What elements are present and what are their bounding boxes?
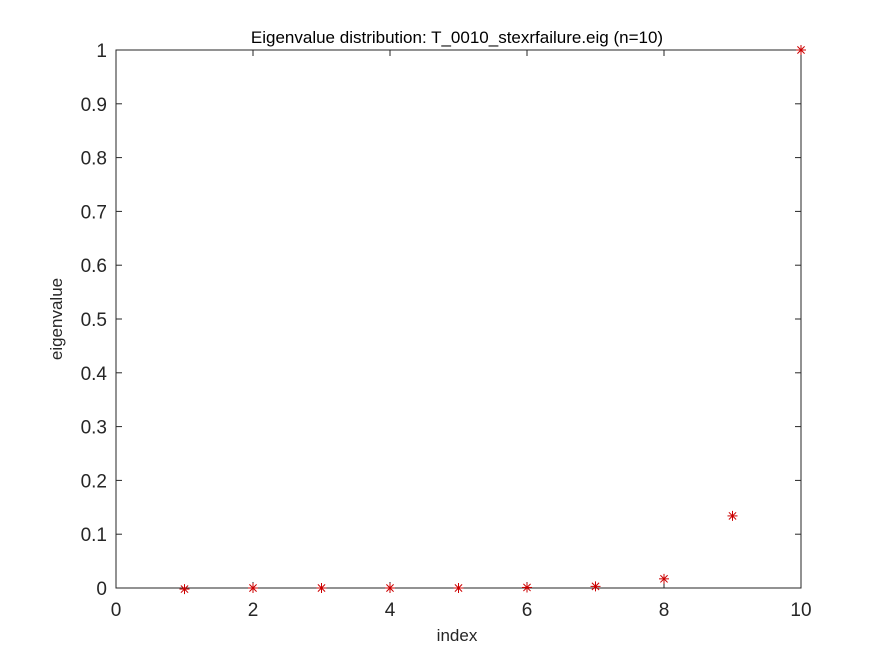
x-tick-label: 10 <box>790 600 811 621</box>
x-axis-title: index <box>437 626 478 645</box>
y-tick-label: 1 <box>96 41 107 62</box>
data-markers <box>179 45 806 595</box>
data-point <box>453 583 464 593</box>
y-tick-label: 0.2 <box>81 471 107 492</box>
y-tick-label: 0.4 <box>81 364 108 385</box>
x-tick-label: 2 <box>248 600 259 621</box>
tick-labels: 0 2 4 6 8 10 0 0.1 0.2 0.3 0.4 0.5 0.6 0.7 0.8 0.9 1 <box>81 41 812 621</box>
y-tick-label: 0.7 <box>81 202 107 223</box>
data-point <box>179 584 190 595</box>
data-point <box>522 582 532 593</box>
y-tick-label: 0.3 <box>81 418 107 439</box>
y-tick-label: 0.5 <box>81 310 107 331</box>
x-tick-label: 0 <box>111 600 122 621</box>
chart-title: Eigenvalue distribution: T_0010_stexrfai… <box>251 28 663 47</box>
plot-area <box>115 49 802 589</box>
y-tick-label: 0.1 <box>81 525 107 546</box>
x-tick-label: 4 <box>385 600 396 621</box>
data-point <box>659 573 669 584</box>
data-point <box>385 583 395 593</box>
x-tick-label: 8 <box>659 600 670 621</box>
data-point <box>796 45 806 55</box>
y-axis-title: eigenvalue <box>47 278 66 360</box>
data-point <box>248 583 258 593</box>
y-tick-label: 0.6 <box>81 256 107 277</box>
y-tick-label: 0.8 <box>81 149 107 170</box>
data-point <box>590 581 601 592</box>
x-tick-label: 6 <box>522 600 533 621</box>
y-tick-label: 0.9 <box>81 95 107 116</box>
data-point <box>316 583 327 593</box>
data-point <box>727 510 738 521</box>
y-tick-label: 0 <box>96 579 107 600</box>
